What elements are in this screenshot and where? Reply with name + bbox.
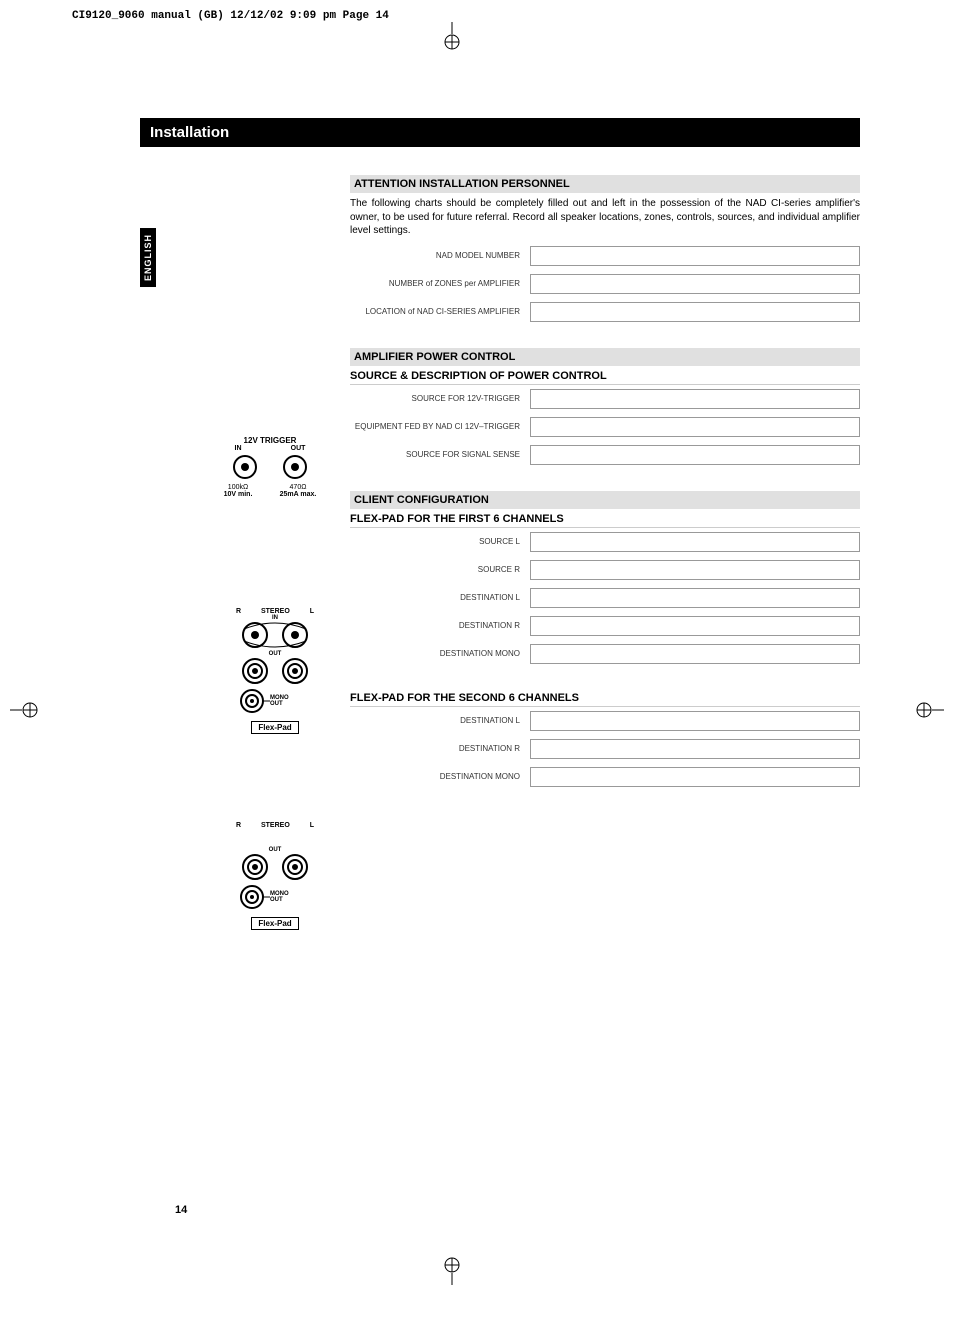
form-row: SOURCE FOR 12V-TRIGGER	[350, 389, 860, 409]
form-row: LOCATION of NAD CI-SERIES AMPLIFIER	[350, 302, 860, 322]
diagram-value: 100kΩ	[224, 484, 253, 491]
diag-r: R	[236, 608, 241, 615]
page-number: 14	[175, 1204, 187, 1216]
form-input-box[interactable]	[530, 616, 860, 636]
flexpad1-diagram: R STEREO L IN OUT MONO OUT Flex-Pad	[230, 608, 320, 734]
diagram-label-in: IN	[235, 445, 242, 452]
form-row: DESTINATION MONO	[350, 644, 860, 664]
form-row: SOURCE FOR SIGNAL SENSE	[350, 445, 860, 465]
diag-r: R	[236, 822, 241, 829]
form-label: NAD MODEL NUMBER	[350, 251, 530, 261]
content-column: ATTENTION INSTALLATION PERSONNEL The fol…	[350, 175, 860, 787]
form-row: DESTINATION L	[350, 588, 860, 608]
form-label: SOURCE R	[350, 565, 530, 575]
form-label: DESTINATION L	[350, 593, 530, 603]
jack-pair-icon	[210, 452, 330, 484]
section-heading-client: CLIENT CONFIGURATION	[350, 491, 860, 509]
form-input-box[interactable]	[530, 560, 860, 580]
form-label: SOURCE FOR 12V-TRIGGER	[350, 394, 530, 404]
mono-jack-icon	[230, 687, 270, 715]
form-input-box[interactable]	[530, 246, 860, 266]
diagram-sub: 25mA max.	[280, 491, 317, 498]
form-input-box[interactable]	[530, 389, 860, 409]
flexpad-label: Flex-Pad	[251, 917, 298, 930]
form-label: DESTINATION MONO	[350, 649, 530, 659]
form-label: DESTINATION R	[350, 621, 530, 631]
jack-pair-icon	[230, 853, 320, 883]
form-label: EQUIPMENT FED BY NAD CI 12V–TRIGGER	[350, 422, 530, 432]
form-row: SOURCE R	[350, 560, 860, 580]
form-input-box[interactable]	[530, 532, 860, 552]
form-row: DESTINATION L	[350, 711, 860, 731]
diagram-value: 470Ω	[280, 484, 317, 491]
diagram-sub: 10V min.	[224, 491, 253, 498]
form-row: SOURCE L	[350, 532, 860, 552]
form-row: EQUIPMENT FED BY NAD CI 12V–TRIGGER	[350, 417, 860, 437]
sub-heading: FLEX-PAD FOR THE SECOND 6 CHANNELS	[350, 692, 860, 707]
form-row: NAD MODEL NUMBER	[350, 246, 860, 266]
trigger-diagram: 12V TRIGGER IN OUT 100kΩ 10V min. 470Ω 2…	[210, 436, 330, 498]
sub-heading: FLEX-PAD FOR THE FIRST 6 CHANNELS	[350, 513, 860, 528]
form-row: DESTINATION R	[350, 616, 860, 636]
diag-stereo: STEREO	[261, 608, 290, 615]
crop-mark-icon	[437, 1255, 467, 1285]
diag-mono-out: OUT	[270, 701, 289, 707]
print-header: CI9120_9060 manual (GB) 12/12/02 9:09 pm…	[72, 10, 389, 22]
crop-mark-icon	[437, 22, 467, 52]
form-input-box[interactable]	[530, 445, 860, 465]
form-input-box[interactable]	[530, 302, 860, 322]
diag-mono-out: OUT	[270, 897, 289, 903]
form-row: NUMBER of ZONES per AMPLIFIER	[350, 274, 860, 294]
section-heading-power: AMPLIFIER POWER CONTROL	[350, 348, 860, 366]
jack-pair-icon	[230, 621, 320, 651]
form-label: DESTINATION MONO	[350, 772, 530, 782]
form-label: DESTINATION R	[350, 744, 530, 754]
form-label: SOURCE L	[350, 537, 530, 547]
diag-l: L	[310, 822, 314, 829]
flexpad2-diagram: R STEREO L OUT MONO OUT Flex-Pad	[230, 822, 320, 930]
diagram-title: 12V TRIGGER	[210, 436, 330, 445]
form-input-box[interactable]	[530, 274, 860, 294]
form-label: SOURCE FOR SIGNAL SENSE	[350, 450, 530, 460]
form-input-box[interactable]	[530, 417, 860, 437]
form-label: NUMBER of ZONES per AMPLIFIER	[350, 279, 530, 289]
form-input-box[interactable]	[530, 644, 860, 664]
page-title: Installation	[140, 118, 860, 147]
sub-heading: SOURCE & DESCRIPTION OF POWER CONTROL	[350, 370, 860, 385]
form-input-box[interactable]	[530, 767, 860, 787]
form-label: DESTINATION L	[350, 716, 530, 726]
section-heading-attention: ATTENTION INSTALLATION PERSONNEL	[350, 175, 860, 193]
crop-mark-icon	[10, 695, 40, 725]
form-label: LOCATION of NAD CI-SERIES AMPLIFIER	[350, 307, 530, 317]
form-input-box[interactable]	[530, 588, 860, 608]
form-input-box[interactable]	[530, 739, 860, 759]
form-row: DESTINATION MONO	[350, 767, 860, 787]
diag-stereo: STEREO	[261, 822, 290, 829]
diag-l: L	[310, 608, 314, 615]
mono-jack-icon	[230, 883, 270, 911]
intro-paragraph: The following charts should be completel…	[350, 197, 860, 238]
form-input-box[interactable]	[530, 711, 860, 731]
flexpad-label: Flex-Pad	[251, 721, 298, 734]
crop-mark-icon	[914, 695, 944, 725]
form-row: DESTINATION R	[350, 739, 860, 759]
jack-pair-icon	[230, 657, 320, 687]
diagram-label-out: OUT	[291, 445, 306, 452]
